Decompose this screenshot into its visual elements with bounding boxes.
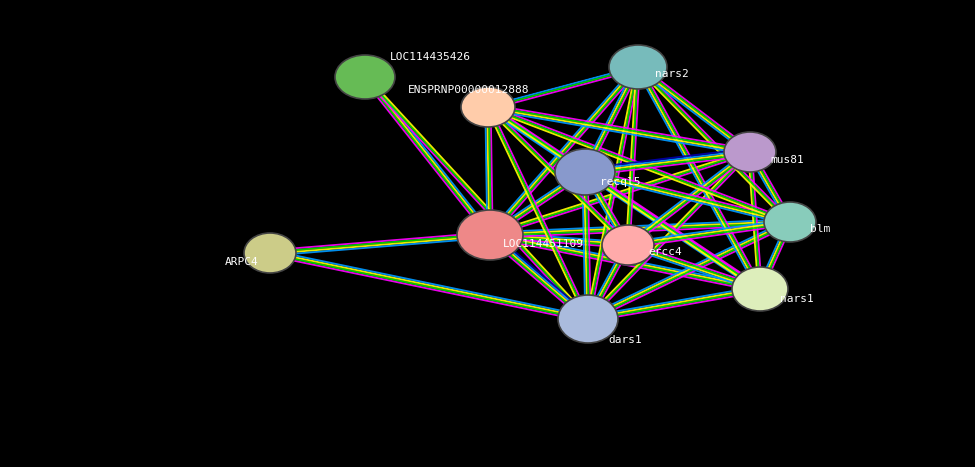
Text: recql5: recql5 [600,177,641,187]
Ellipse shape [602,225,654,265]
Text: mus81: mus81 [770,155,803,165]
Text: LOC114451109: LOC114451109 [503,239,584,249]
Ellipse shape [609,45,667,89]
Text: dars1: dars1 [608,335,642,345]
Text: ercc4: ercc4 [648,247,682,257]
Ellipse shape [732,267,788,311]
Text: ENSPRNP00000012888: ENSPRNP00000012888 [408,85,529,95]
Ellipse shape [335,55,395,99]
Ellipse shape [457,210,523,260]
Ellipse shape [244,233,296,273]
Text: nars2: nars2 [655,69,688,79]
Ellipse shape [555,149,615,195]
Text: blm: blm [810,224,831,234]
Text: nars1: nars1 [780,294,814,304]
Ellipse shape [764,202,816,242]
Text: ARPC4: ARPC4 [225,257,258,267]
Ellipse shape [461,87,515,127]
Ellipse shape [558,295,618,343]
Ellipse shape [724,132,776,172]
Text: LOC114435426: LOC114435426 [390,52,471,62]
